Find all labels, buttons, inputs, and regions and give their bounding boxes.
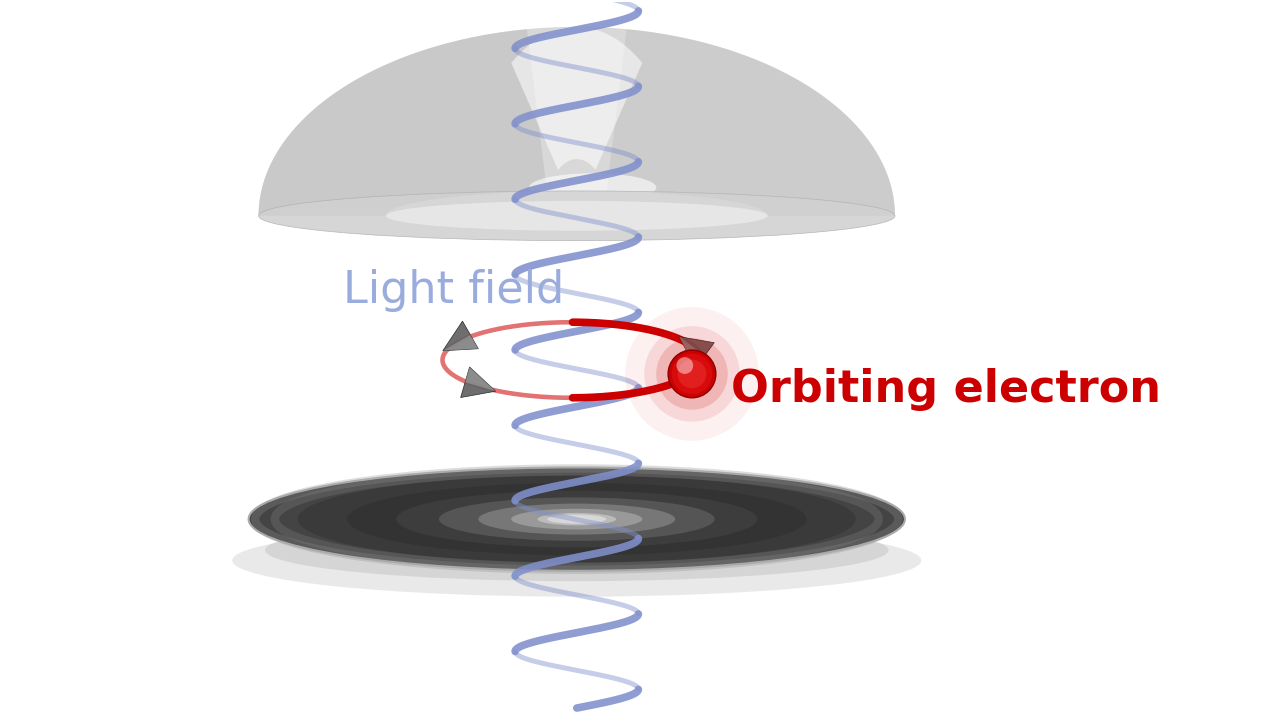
Polygon shape	[259, 27, 895, 216]
Ellipse shape	[259, 191, 895, 240]
Polygon shape	[465, 367, 495, 391]
Ellipse shape	[248, 467, 905, 571]
Ellipse shape	[385, 201, 768, 230]
Circle shape	[657, 338, 728, 410]
Polygon shape	[511, 27, 643, 170]
Polygon shape	[461, 367, 495, 397]
Circle shape	[676, 357, 694, 374]
Polygon shape	[443, 335, 479, 351]
Ellipse shape	[806, 501, 905, 537]
Ellipse shape	[298, 475, 856, 563]
Circle shape	[625, 307, 759, 441]
Text: Light field: Light field	[343, 269, 564, 312]
Ellipse shape	[511, 509, 643, 529]
Text: Orbiting electron: Orbiting electron	[731, 369, 1161, 411]
Circle shape	[668, 350, 716, 397]
Polygon shape	[680, 337, 714, 369]
Ellipse shape	[397, 490, 758, 547]
Ellipse shape	[479, 503, 676, 535]
Ellipse shape	[439, 498, 714, 541]
Ellipse shape	[548, 515, 607, 523]
Polygon shape	[607, 30, 895, 216]
Polygon shape	[443, 321, 479, 351]
Ellipse shape	[265, 519, 888, 581]
Ellipse shape	[529, 174, 657, 202]
Circle shape	[672, 354, 712, 394]
Ellipse shape	[232, 524, 922, 597]
Ellipse shape	[538, 513, 616, 526]
Circle shape	[644, 326, 740, 422]
Ellipse shape	[557, 516, 596, 522]
Ellipse shape	[248, 501, 347, 537]
Polygon shape	[680, 337, 705, 369]
Polygon shape	[259, 30, 547, 216]
Ellipse shape	[347, 483, 806, 555]
Circle shape	[677, 359, 707, 388]
Ellipse shape	[248, 467, 905, 571]
